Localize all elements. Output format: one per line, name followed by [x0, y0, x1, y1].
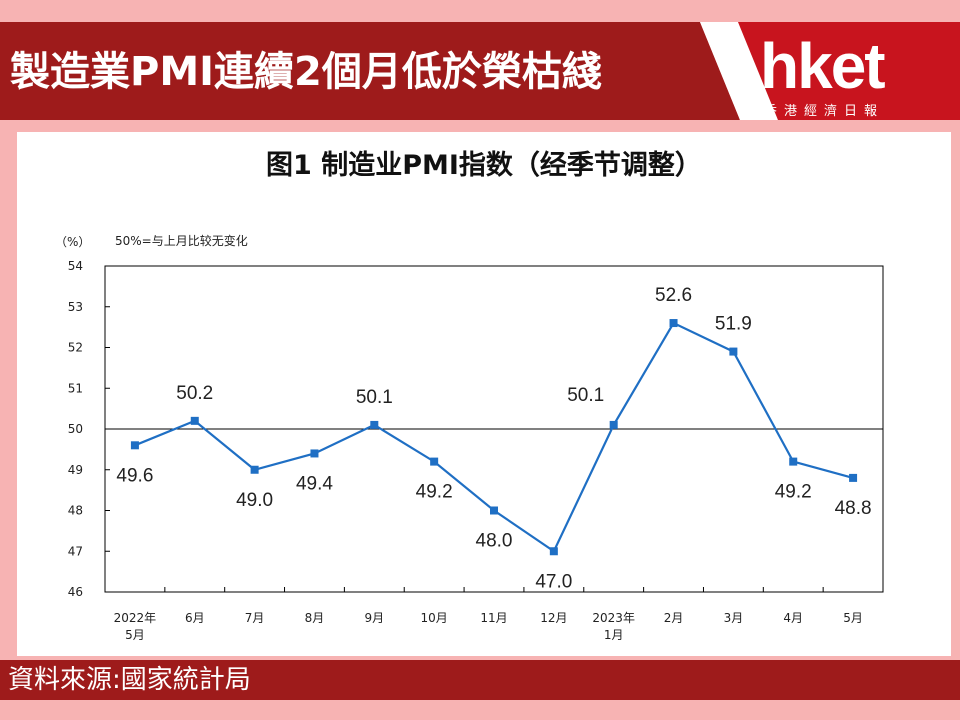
- data-label: 50.1: [356, 387, 393, 408]
- x-tick-label: 4月: [783, 611, 803, 625]
- y-tick-label: 51: [68, 381, 83, 395]
- data-label: 49.4: [296, 473, 333, 494]
- x-tick-label: 10月: [421, 611, 448, 625]
- y-tick-label: 46: [68, 585, 83, 599]
- header-background: [0, 22, 960, 120]
- x-tick-label: 7月: [245, 611, 265, 625]
- data-point: [609, 420, 618, 429]
- x-tick-label: 2022年: [114, 611, 157, 625]
- x-tick-label: 1月: [604, 628, 624, 642]
- x-tick-label: 6月: [185, 611, 205, 625]
- data-label: 47.0: [535, 571, 572, 592]
- data-label: 48.8: [835, 498, 872, 519]
- data-point: [490, 506, 498, 515]
- x-tick-label: 11月: [480, 611, 507, 625]
- pmi-series-line: [134, 321, 854, 553]
- logo-subtitle: 香港經濟日報: [764, 104, 885, 119]
- data-point: [430, 457, 439, 466]
- hket-logo[interactable]: hket: [760, 30, 886, 102]
- data-label: 49.2: [416, 482, 453, 503]
- data-point: [370, 420, 379, 429]
- source-bar: 資料來源:國家統計局: [0, 660, 960, 700]
- data-label: 48.0: [476, 531, 513, 552]
- data-point: [190, 416, 199, 425]
- data-label: 51.9: [715, 314, 752, 335]
- data-label: 52.6: [655, 285, 692, 306]
- chart-panel: 图1 制造业PMI指数（经季节调整） （%） 50%=与上月比较无变化 46 47…: [17, 132, 951, 656]
- data-label: 49.0: [236, 490, 273, 511]
- y-tick-label: 50: [68, 422, 83, 436]
- data-point: [729, 347, 738, 356]
- y-tick-label: 52: [68, 341, 83, 355]
- x-tick-label: 2月: [664, 611, 684, 625]
- x-tick-label: 5月: [843, 611, 863, 625]
- y-tick-label: 49: [68, 463, 83, 477]
- x-tick-label: 5月: [125, 628, 145, 642]
- x-tick-label: 3月: [724, 611, 744, 625]
- headline-bar: [0, 22, 740, 120]
- y-tick-label: 47: [68, 544, 83, 558]
- data-point: [310, 449, 319, 458]
- headline: 製造業PMI連續2個月低於榮枯綫: [10, 49, 602, 95]
- logo-background: [738, 22, 960, 120]
- x-tick-label: 2023年: [592, 611, 635, 625]
- data-point: [669, 319, 678, 328]
- x-tick-label: 9月: [364, 611, 384, 625]
- x-tick-label: 8月: [305, 611, 325, 625]
- x-tick-label: 12月: [540, 611, 567, 625]
- data-point: [849, 473, 858, 482]
- y-tick-label: 53: [68, 300, 83, 314]
- header-divider-stripe: [700, 22, 778, 120]
- header-banner: 製造業PMI連續2個月低於榮枯綫 hket 香港經濟日報: [0, 22, 960, 120]
- data-label: 50.2: [176, 383, 213, 404]
- reference-note: 50%=与上月比较无变化: [115, 233, 248, 248]
- plot-area: 46 47 48 49 50 51 52 53 54 2022年 5月 6月 7月 8月 9月 10月 11月 1…: [68, 259, 884, 642]
- data-point: [789, 457, 798, 466]
- pmi-line-chart: 图1 制造业PMI指数（经季节调整） （%） 50%=与上月比较无变化 46 47…: [55, 149, 884, 642]
- data-label: 49.6: [116, 465, 153, 486]
- data-point: [130, 441, 139, 450]
- y-axis-unit: （%）: [55, 235, 90, 249]
- y-tick-label: 48: [68, 504, 83, 518]
- data-label: 49.2: [775, 482, 812, 503]
- source-text: 資料來源:國家統計局: [8, 665, 251, 695]
- data-label: 50.1: [567, 385, 604, 406]
- data-point: [250, 465, 259, 474]
- data-point: [549, 547, 558, 556]
- y-tick-label: 54: [68, 259, 83, 273]
- chart-title: 图1 制造业PMI指数（经季节调整）: [266, 149, 702, 181]
